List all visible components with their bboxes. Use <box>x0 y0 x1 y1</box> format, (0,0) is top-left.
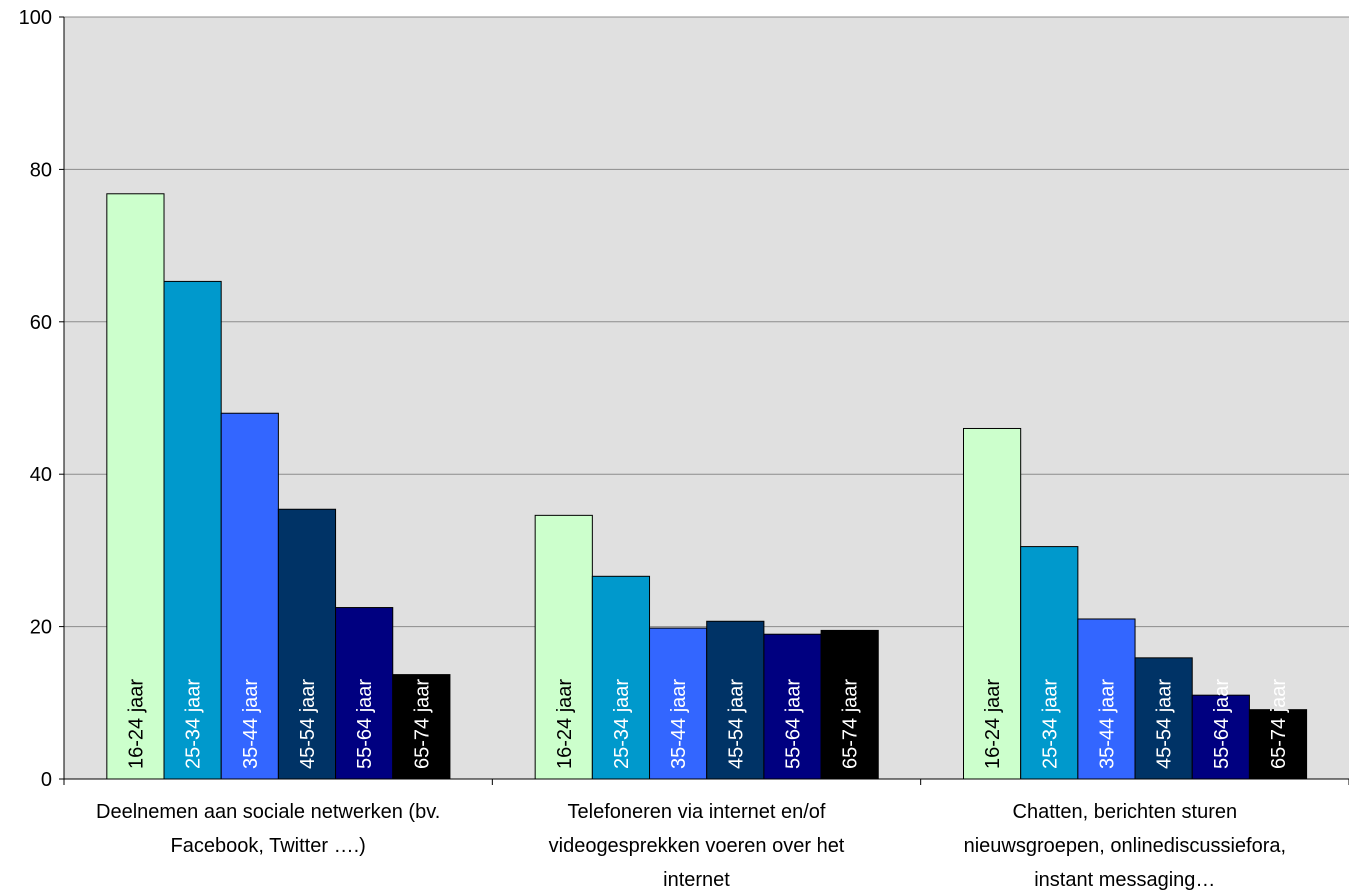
bar-data-label: 25-34 jaar <box>611 679 633 769</box>
bar-data-label: 35-44 jaar <box>1096 679 1118 769</box>
bar <box>1020 546 1079 780</box>
bar <box>392 674 451 780</box>
bar-data-label: 55-64 jaar <box>354 679 376 769</box>
bar-data-label: 65-74 jaar <box>411 679 433 769</box>
y-tick-label: 40 <box>30 464 52 486</box>
bar-data-label: 45-54 jaar <box>725 679 747 769</box>
x-category-label-line: videogesprekken voeren over het <box>549 835 845 857</box>
bar-data-label: 16-24 jaar <box>125 679 147 769</box>
bar <box>963 427 1022 780</box>
bar-data-label: 35-44 jaar <box>240 679 262 769</box>
bar-data-label: 65-74 jaar <box>1268 679 1290 769</box>
bar <box>106 193 165 780</box>
y-tick-label: 0 <box>41 769 52 791</box>
y-tick-label: 80 <box>30 159 52 181</box>
bar <box>1248 709 1308 780</box>
x-category-label-line: Deelnemen aan sociale netwerken (bv. <box>96 801 440 823</box>
bar-data-label: 25-34 jaar <box>1039 679 1061 769</box>
bar <box>649 627 708 780</box>
bar-data-label: 55-64 jaar <box>782 679 804 769</box>
bar <box>706 620 765 780</box>
bar-data-label: 16-24 jaar <box>554 679 576 769</box>
x-category-label-line: internet <box>663 869 730 890</box>
x-category-label-line: Telefoneren via internet en/of <box>568 801 826 823</box>
y-tick-labels: 0 20 40 60 80 100 <box>19 7 52 791</box>
x-category-label-line: Chatten, berichten sturen <box>1013 801 1238 823</box>
bars: 16-24 jaar 16-24 jaar 16-24 jaar 25-34 jaar… <box>106 193 1308 780</box>
bar-data-label: 45-54 jaar <box>297 679 319 769</box>
axes <box>59 16 1349 785</box>
bar <box>763 633 822 780</box>
bar <box>1134 657 1193 780</box>
bar-data-label: 35-44 jaar <box>668 679 690 769</box>
bar <box>820 629 879 780</box>
x-category-label-line: nieuwsgroepen, onlinediscussiefora, <box>964 835 1286 857</box>
x-category-labels: Deelnemen aan sociale netwerken (bv. Face… <box>96 801 1286 890</box>
bar <box>220 412 279 780</box>
y-tick-label: 60 <box>30 312 52 334</box>
x-category-label-line: Facebook, Twitter ….) <box>171 835 366 857</box>
bar-data-label: 25-34 jaar <box>183 679 205 769</box>
bar-data-label: 45-54 jaar <box>1154 679 1176 769</box>
bar-data-label: 65-74 jaar <box>840 679 862 769</box>
y-tick-label: 100 <box>19 7 52 29</box>
bar-data-label: 55-64 jaar <box>1211 679 1233 769</box>
bar <box>277 508 337 780</box>
bar <box>591 575 651 780</box>
bar-data-label: 16-24 jaar <box>982 679 1004 769</box>
y-tick-label: 20 <box>30 617 52 639</box>
x-category-label-line: instant messaging… <box>1034 869 1215 890</box>
